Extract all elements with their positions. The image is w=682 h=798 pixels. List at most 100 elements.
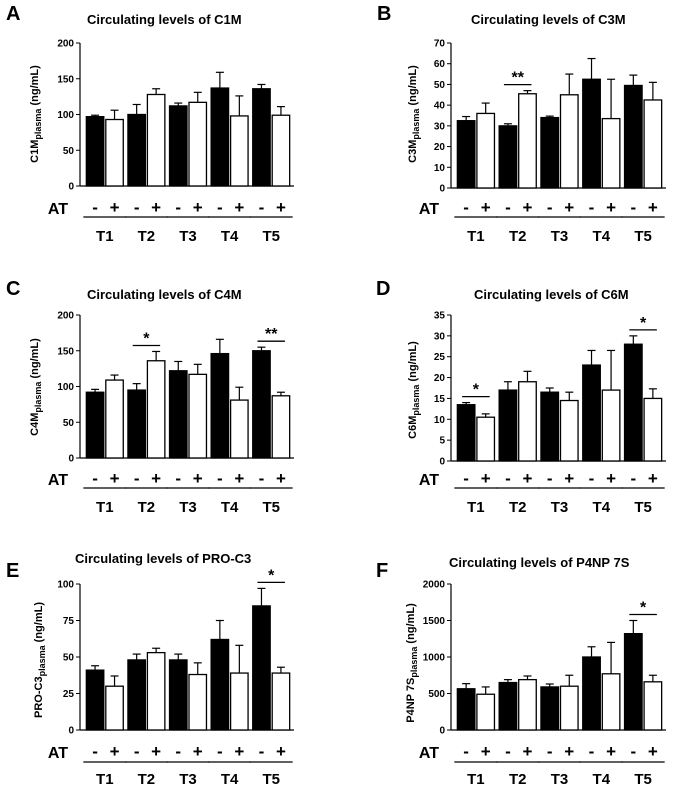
y-tick-label: 1000 — [423, 653, 446, 664]
y-tick-label: 200 — [57, 39, 74, 50]
bar — [127, 389, 147, 459]
bar — [559, 685, 579, 731]
y-tick-label: 5 — [439, 436, 445, 447]
bar — [210, 352, 230, 459]
y-tick-label: 500 — [428, 689, 445, 700]
bar — [168, 370, 188, 459]
bar — [582, 78, 601, 189]
sign-plus: + — [193, 198, 203, 217]
bar — [623, 343, 643, 462]
bar — [456, 688, 476, 731]
significance-marker: * — [640, 600, 647, 617]
y-tick-label: 40 — [434, 101, 446, 112]
sign-minus: - — [217, 198, 223, 217]
bar — [188, 673, 208, 731]
group-label: T2 — [509, 771, 527, 788]
y-tick-label: 35 — [434, 311, 446, 322]
group-label: T5 — [262, 499, 280, 516]
bar — [559, 94, 579, 189]
bar — [188, 101, 208, 187]
bar — [146, 651, 166, 731]
group-label: T3 — [551, 771, 569, 788]
y-tick-label: 2000 — [423, 580, 446, 591]
y-tick-label: 50 — [63, 418, 75, 429]
sign-plus: + — [523, 469, 533, 488]
sign-plus: + — [110, 469, 120, 488]
sign-minus: - — [547, 469, 553, 488]
sign-minus: - — [134, 742, 140, 761]
bar — [601, 673, 621, 731]
sign-minus: - — [259, 742, 265, 761]
sign-minus: - — [134, 198, 140, 217]
bar — [85, 391, 105, 459]
bar — [85, 669, 105, 731]
sign-plus: + — [564, 469, 574, 488]
significance-marker: ** — [265, 326, 278, 343]
sign-plus: + — [151, 469, 161, 488]
significance-marker: * — [473, 382, 480, 399]
sign-minus: - — [630, 469, 636, 488]
sign-plus: + — [234, 198, 244, 217]
group-label: T4 — [593, 771, 611, 788]
bar — [271, 114, 291, 187]
sign-plus: + — [648, 742, 658, 761]
sign-minus: - — [547, 742, 553, 761]
bar — [188, 373, 208, 459]
sign-minus: - — [175, 469, 181, 488]
y-tick-label: 100 — [57, 110, 74, 121]
bar — [168, 105, 188, 187]
bar — [540, 391, 560, 462]
bar — [476, 416, 496, 462]
y-tick-label: 75 — [63, 616, 75, 627]
y-tick-label: 30 — [434, 331, 446, 342]
sign-plus: + — [606, 198, 616, 217]
sign-minus: - — [505, 742, 511, 761]
y-tick-label: 0 — [439, 184, 445, 195]
y-tick-label: 0 — [439, 726, 445, 737]
sign-plus: + — [151, 198, 161, 217]
bar — [623, 84, 643, 189]
y-tick-label: 70 — [434, 39, 446, 50]
chart-title: Circulating levels of C4M — [87, 287, 242, 302]
y-tick-label: 0 — [439, 457, 445, 468]
row-label-at: AT — [419, 472, 439, 489]
sign-minus: - — [547, 198, 553, 217]
sign-minus: - — [217, 469, 223, 488]
sign-minus: - — [175, 742, 181, 761]
significance-marker: * — [268, 567, 275, 584]
group-label: T1 — [467, 771, 485, 788]
group-label: T5 — [634, 499, 652, 516]
bar — [498, 389, 518, 462]
bar — [518, 93, 537, 189]
bar — [518, 381, 537, 462]
bar — [271, 395, 291, 459]
y-tick-label: 60 — [434, 59, 446, 70]
panel-label: A — [6, 3, 21, 25]
group-label: T1 — [96, 228, 114, 245]
group-label: T5 — [634, 771, 652, 788]
group-label: T1 — [467, 499, 485, 516]
y-tick-label: 0 — [68, 182, 74, 193]
y-tick-label: 0 — [68, 454, 74, 465]
sign-plus: + — [151, 742, 161, 761]
sign-minus: - — [92, 198, 98, 217]
y-tick-label: 20 — [434, 142, 446, 153]
group-label: T3 — [179, 228, 197, 245]
group-label: T1 — [467, 228, 485, 245]
group-label: T4 — [593, 499, 611, 516]
group-label: T5 — [262, 771, 280, 788]
sign-plus: + — [606, 742, 616, 761]
group-label: T1 — [96, 771, 114, 788]
significance-marker: ** — [511, 70, 524, 87]
chart-title: Circulating levels of C3M — [471, 12, 626, 27]
bar — [582, 656, 601, 731]
chart-title: Circulating levels of C6M — [474, 287, 629, 302]
y-tick-label: 0 — [68, 726, 74, 737]
sign-plus: + — [606, 469, 616, 488]
group-label: T3 — [179, 499, 197, 516]
panel-label: F — [376, 560, 389, 582]
sign-minus: - — [463, 198, 469, 217]
